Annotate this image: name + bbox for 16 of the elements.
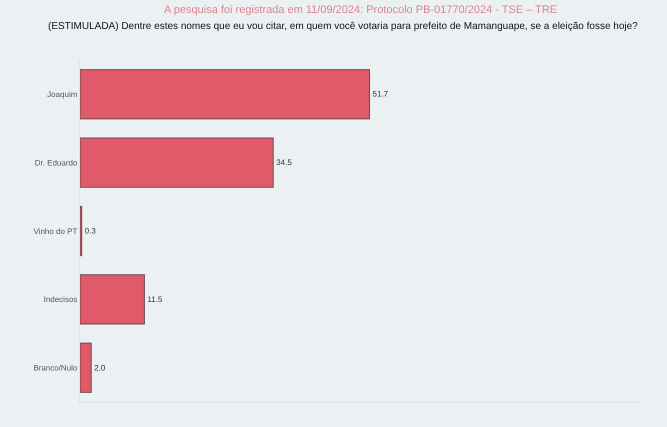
chart-title: (ESTIMULADA) Dentre estes nomes que eu vou citar, em quem você votaria para prefeito de Mamanguape, se a eleição fosse hoje? <box>48 21 638 32</box>
bar <box>80 274 145 325</box>
data-label: 11.5 <box>147 294 163 304</box>
y-tick-label: Branco/Nulo <box>33 364 78 373</box>
y-tick-label: Joaquim <box>47 90 78 99</box>
y-tick-label: Vinho do PT <box>34 226 78 236</box>
bar <box>80 69 370 120</box>
y-tick-label: Dr. Eduardo <box>34 158 78 168</box>
bar <box>80 342 92 393</box>
bar <box>80 137 274 188</box>
data-label: 51.7 <box>372 90 389 99</box>
chart-subtitle: A pesquisa foi registrada em 11/09/2024: Protocolo PB-01770/2024 - TSE – TRE <box>164 4 558 16</box>
data-label: 34.5 <box>276 158 292 168</box>
y-tick-label: Indecisos <box>44 295 78 304</box>
data-label: 0.3 <box>84 226 96 236</box>
data-label: 2.0 <box>94 363 106 372</box>
